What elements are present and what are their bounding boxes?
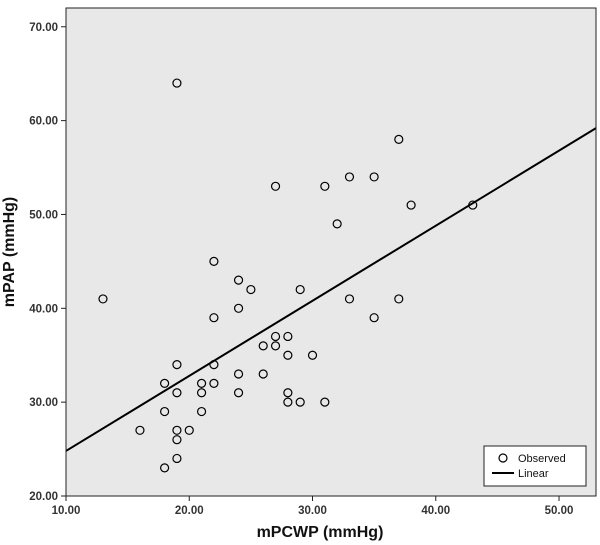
data-point [320, 397, 330, 407]
data-point [172, 435, 182, 445]
y-tick-label: 20.00 [29, 491, 58, 503]
data-point [283, 350, 293, 360]
data-point [172, 453, 182, 464]
legend-observed-marker [498, 453, 508, 463]
data-point [344, 172, 355, 182]
data-point [160, 406, 170, 417]
data-point [295, 284, 305, 295]
data-point [172, 78, 182, 88]
x-tick-label: 40.00 [421, 505, 450, 517]
data-point [209, 378, 219, 388]
plot-border [65, 7, 597, 497]
x-tick-label: 20.00 [175, 505, 204, 517]
legend-linear-label: Linear [518, 468, 549, 480]
y-axis-title: mPAP (mmHg) [1, 197, 18, 308]
data-point [209, 256, 219, 266]
data-point [320, 181, 330, 191]
data-point [369, 172, 379, 182]
data-point [172, 360, 182, 370]
data-point [172, 388, 182, 398]
legend-box [483, 445, 587, 487]
data-point [283, 331, 293, 342]
data-point [270, 181, 281, 191]
y-tick-label: 30.00 [29, 397, 58, 409]
data-point [233, 369, 244, 379]
data-point [233, 388, 244, 398]
data-point [270, 331, 281, 342]
data-point [270, 341, 281, 351]
data-point [196, 388, 207, 398]
data-point [160, 378, 170, 388]
data-point [209, 313, 219, 323]
data-point [406, 200, 416, 210]
data-point [160, 463, 170, 473]
data-point [369, 313, 379, 323]
x-tick-label: 30.00 [298, 505, 327, 517]
y-tick-label: 50.00 [29, 209, 58, 221]
data-point [283, 397, 293, 407]
data-point [135, 425, 145, 435]
data-point [98, 294, 108, 304]
y-tick-label: 40.00 [29, 303, 58, 315]
data-point [233, 275, 244, 285]
data-point [233, 303, 244, 313]
y-tick-label: 70.00 [29, 22, 58, 34]
data-point [196, 378, 207, 388]
data-point [283, 388, 293, 398]
linear-fit-line [65, 127, 597, 452]
x-axis-title: mPCWP (mmHg) [257, 524, 384, 541]
data-point [184, 425, 194, 435]
x-tick-label: 10.00 [52, 505, 81, 517]
data-point [394, 294, 404, 304]
x-tick-label: 50.00 [545, 505, 574, 517]
legend-observed-label: Observed [518, 453, 566, 465]
data-point [332, 219, 342, 229]
data-point [307, 350, 318, 360]
plot-area [66, 8, 596, 496]
data-point [394, 134, 404, 144]
y-tick-label: 60.00 [29, 116, 58, 128]
legend: Observed Linear [483, 445, 587, 487]
data-point [258, 341, 268, 351]
data-point [246, 284, 256, 295]
data-point [295, 397, 305, 407]
data-point [344, 294, 355, 304]
data-point [172, 425, 182, 435]
data-point [196, 406, 207, 417]
data-point [258, 369, 268, 379]
